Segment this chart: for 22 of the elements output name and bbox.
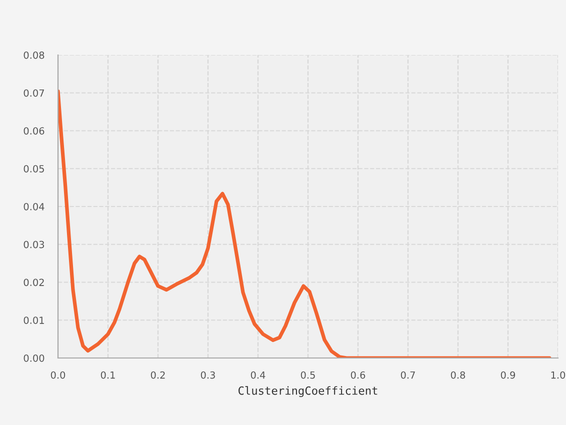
x-tick-label: 0.3: [200, 371, 215, 379]
y-tick-label: 0.08: [24, 51, 44, 59]
x-tick-label: 0.4: [250, 371, 266, 379]
x-tick-label: 0.7: [400, 371, 415, 379]
x-tick-label: 0.6: [350, 371, 366, 379]
x-tick-label: 0.2: [150, 371, 165, 379]
x-tick-label: 0.1: [100, 371, 115, 379]
x-axis-title: ClusteringCoefficient: [238, 386, 378, 398]
y-tick-label: 0.03: [24, 240, 44, 248]
line-series: [58, 90, 552, 358]
x-tick-label: 1.0: [551, 371, 566, 379]
y-tick-label: 0.02: [24, 278, 44, 286]
y-tick-label: 0.01: [24, 316, 44, 324]
x-tick-label: 0.8: [450, 371, 466, 379]
y-tick-label: 0.06: [24, 127, 44, 135]
y-tick-label: 0.05: [24, 165, 44, 172]
y-tick-label: 0.07: [24, 89, 44, 97]
x-tick-label: 0.0: [50, 371, 66, 379]
x-tick-label: 0.9: [500, 371, 516, 379]
y-tick-label: 0.04: [24, 202, 44, 210]
y-tick-label: 0.00: [24, 354, 44, 362]
x-tick-label: 0.5: [300, 371, 315, 379]
